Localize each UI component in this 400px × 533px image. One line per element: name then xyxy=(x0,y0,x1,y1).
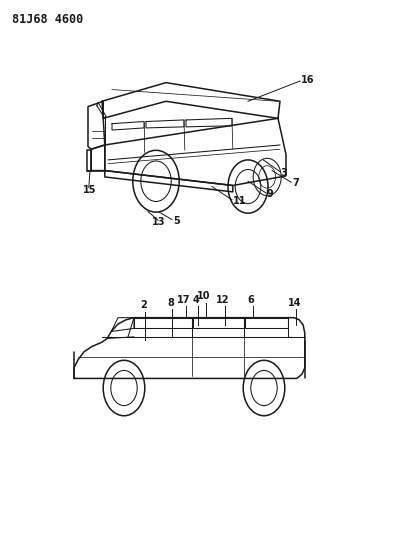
Text: 4: 4 xyxy=(193,295,199,305)
Text: 12: 12 xyxy=(216,295,230,305)
Text: 14: 14 xyxy=(288,297,301,308)
Text: 16: 16 xyxy=(301,75,315,85)
Text: 15: 15 xyxy=(83,185,97,195)
Text: 5: 5 xyxy=(173,216,180,226)
Text: 7: 7 xyxy=(292,179,299,188)
Text: 9: 9 xyxy=(267,189,274,199)
Text: 2: 2 xyxy=(140,300,146,310)
Text: 81J68 4600: 81J68 4600 xyxy=(12,13,83,26)
Text: 13: 13 xyxy=(152,217,166,227)
Text: 6: 6 xyxy=(248,295,254,305)
Text: 17: 17 xyxy=(177,295,190,305)
Text: 10: 10 xyxy=(197,291,211,301)
Text: 8: 8 xyxy=(167,297,174,308)
Text: 3: 3 xyxy=(281,168,288,177)
Text: 11: 11 xyxy=(233,196,246,206)
